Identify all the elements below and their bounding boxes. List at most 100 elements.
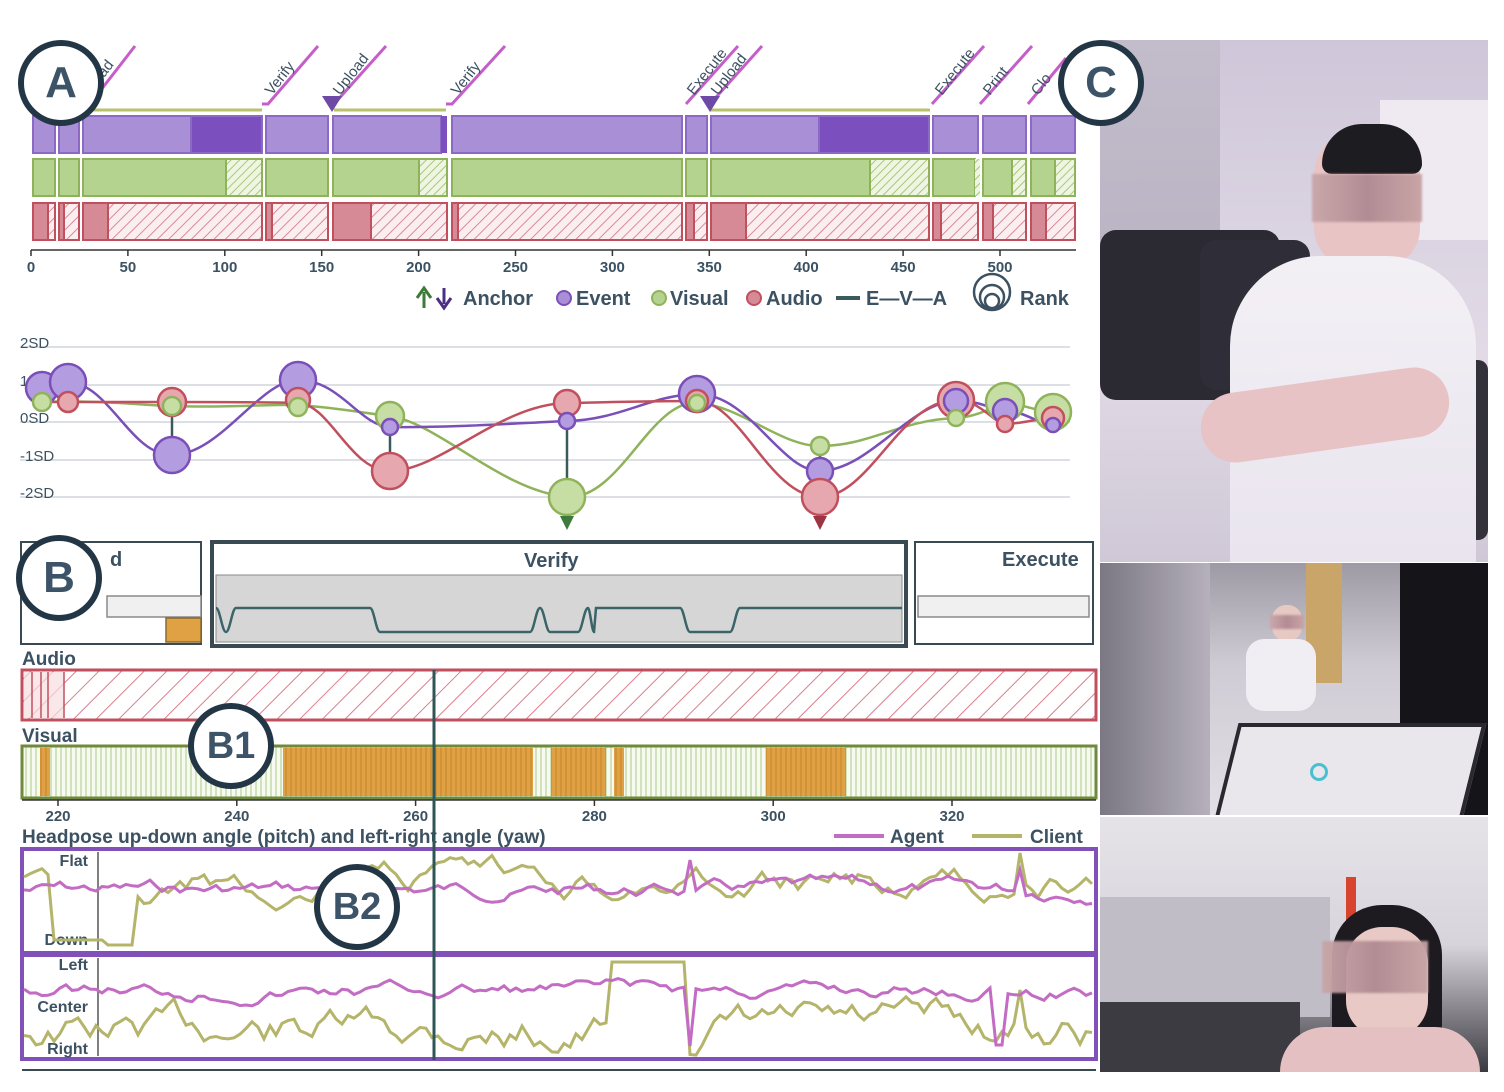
- anchor-down-marker: [700, 96, 720, 112]
- event-segment[interactable]: [710, 115, 820, 154]
- legend-rank-label: Rank: [1020, 288, 1070, 310]
- agent-video-feed[interactable]: [1100, 817, 1488, 1072]
- visual-segment[interactable]: [32, 158, 56, 197]
- yaw-label-left: Left: [59, 957, 89, 974]
- stage-card-execute[interactable]: Execute: [914, 541, 1094, 645]
- audio-node[interactable]: [56, 390, 80, 414]
- visual-legend: Visual: [651, 288, 729, 310]
- detail-x-tick-label: 300: [761, 808, 786, 825]
- event-segment[interactable]: [332, 115, 442, 154]
- panel-badge-a: A: [18, 40, 104, 126]
- audio-segment[interactable]: [82, 202, 109, 241]
- event-segment[interactable]: [1030, 115, 1076, 154]
- visual-segment[interactable]: [265, 158, 329, 197]
- visual-node[interactable]: [946, 408, 966, 428]
- legend-agent-label: Agent: [890, 827, 945, 848]
- event-segment-highlight[interactable]: [190, 115, 263, 154]
- visual-node[interactable]: [161, 395, 183, 417]
- stage-tag-execute-2[interactable]: Execute: [930, 44, 986, 106]
- audio-segment-hatched[interactable]: [1045, 202, 1076, 241]
- audio-segment-hatched[interactable]: [370, 202, 448, 241]
- visual-segment[interactable]: [932, 158, 976, 197]
- visual-segment[interactable]: [332, 158, 420, 197]
- client-pitch-line: [23, 852, 1094, 947]
- visual-node[interactable]: [31, 391, 53, 413]
- legend-event-label: Event: [576, 288, 631, 310]
- client-body-small: [1246, 639, 1316, 711]
- stage-tag-verify-2[interactable]: Verify: [446, 44, 507, 106]
- visual-node[interactable]: [287, 396, 309, 418]
- event-segment-highlight[interactable]: [441, 116, 447, 153]
- audio-segment[interactable]: [982, 202, 994, 241]
- event-segment[interactable]: [982, 115, 1027, 154]
- visual-segment-hatched[interactable]: [418, 158, 448, 197]
- panel-badge-b: B: [16, 535, 102, 621]
- sd-label: -2SD: [20, 485, 54, 502]
- sd-label: 0SD: [20, 410, 49, 427]
- overhead-video-feed[interactable]: [1100, 563, 1488, 815]
- rank-circles-icon: [972, 272, 1012, 312]
- visual-segment[interactable]: [685, 158, 708, 197]
- event-segment-highlight[interactable]: [818, 115, 930, 154]
- client-video-feed[interactable]: [1100, 40, 1488, 562]
- visual-segment-hatched[interactable]: [869, 158, 930, 197]
- event-node[interactable]: [557, 411, 577, 431]
- headpose-title: Headpose up-down angle (pitch) and left-…: [22, 827, 546, 848]
- visual-segment-hatched[interactable]: [225, 158, 263, 197]
- audio-segment-hatched[interactable]: [745, 202, 930, 241]
- visual-node[interactable]: [547, 477, 587, 517]
- visual-segment-hatched[interactable]: [975, 159, 980, 196]
- visual-node[interactable]: [809, 435, 831, 457]
- stage-card-verify[interactable]: Verify: [210, 540, 908, 648]
- audio-node[interactable]: [995, 414, 1015, 434]
- audio-segment[interactable]: [32, 202, 49, 241]
- event-node[interactable]: [152, 435, 192, 475]
- event-segment[interactable]: [265, 115, 329, 154]
- audio-segment-hatched[interactable]: [693, 202, 708, 241]
- event-segment[interactable]: [932, 115, 979, 154]
- visual-detail-track[interactable]: [20, 744, 1098, 800]
- audio-node[interactable]: [800, 477, 840, 517]
- event-segment[interactable]: [451, 115, 683, 154]
- visual-segment[interactable]: [1030, 158, 1056, 197]
- event-segment[interactable]: [82, 115, 192, 154]
- client-yaw-line: [23, 960, 1093, 1057]
- audio-segment-hatched[interactable]: [107, 202, 263, 241]
- audio-section-label: Audio: [22, 649, 76, 670]
- stage-tag-print[interactable]: Print: [978, 44, 1034, 106]
- event-node[interactable]: [380, 417, 400, 437]
- background-window: [1100, 897, 1330, 1017]
- audio-segment[interactable]: [710, 202, 747, 241]
- audio-segment-hatched[interactable]: [47, 202, 56, 241]
- event-node[interactable]: [1044, 416, 1062, 434]
- stage-tag-label: Upload: [330, 51, 373, 99]
- audio-segment-hatched[interactable]: [940, 202, 979, 241]
- stage-card-upload[interactable]: d: [20, 541, 202, 645]
- visual-segment[interactable]: [82, 158, 227, 197]
- sd-label: 2SD: [20, 335, 49, 352]
- audio-segment-hatched[interactable]: [271, 202, 329, 241]
- legend-visual-label: Visual: [670, 288, 729, 310]
- audio-node[interactable]: [370, 451, 410, 491]
- stage-tag-upload-2[interactable]: Upload: [322, 44, 388, 112]
- audio-segment-hatched[interactable]: [63, 202, 80, 241]
- stage-tag-verify-1[interactable]: Verify: [262, 45, 320, 106]
- visual-segment[interactable]: [710, 158, 871, 197]
- visual-segment-hatched[interactable]: [1054, 158, 1076, 197]
- timeline-legend: Anchor Event Visual Audio E—V—A Rank: [415, 272, 1070, 312]
- visual-segment-hatched[interactable]: [1011, 158, 1027, 197]
- visual-segment[interactable]: [451, 158, 683, 197]
- audio-segment[interactable]: [332, 202, 372, 241]
- red-decoration: [1346, 877, 1356, 937]
- audio-detail-track[interactable]: [20, 668, 1098, 722]
- event-segment[interactable]: [685, 115, 708, 154]
- audio-segment-hatched[interactable]: [992, 202, 1027, 241]
- visual-segment[interactable]: [58, 158, 80, 197]
- visual-node[interactable]: [687, 393, 707, 413]
- detail-x-tick-label: 320: [939, 808, 964, 825]
- visual-segment[interactable]: [982, 158, 1013, 197]
- audio-segment[interactable]: [685, 202, 695, 241]
- audio-segment[interactable]: [1030, 202, 1047, 241]
- audio-segment[interactable]: [932, 202, 942, 241]
- audio-segment-hatched[interactable]: [457, 202, 683, 241]
